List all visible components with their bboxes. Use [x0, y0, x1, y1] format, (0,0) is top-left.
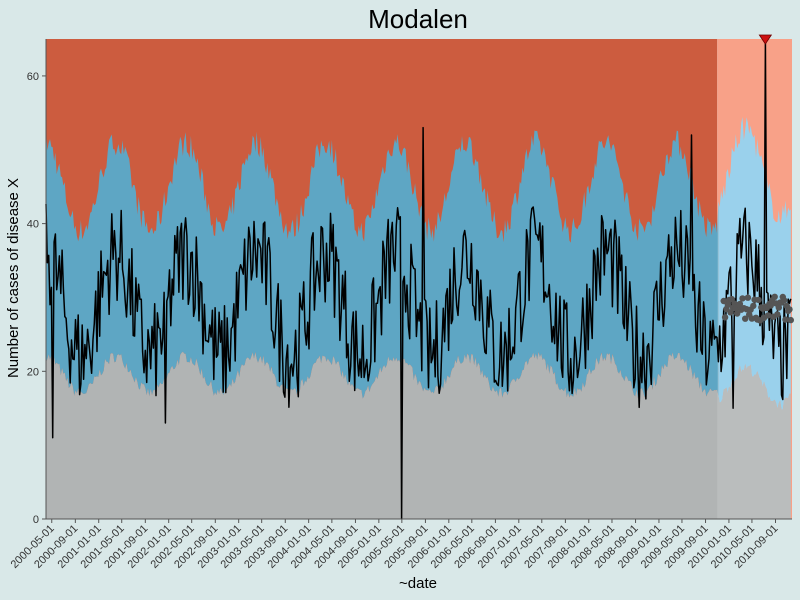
- forecast-point: [734, 310, 741, 317]
- y-tick-label: 0: [33, 514, 39, 526]
- x-axis-title: ~date: [399, 575, 437, 592]
- forecast-point: [775, 304, 782, 311]
- forecast-point: [736, 300, 744, 308]
- forecast-point: [724, 301, 731, 308]
- lower-region: [46, 351, 791, 519]
- forecast-point: [764, 312, 772, 319]
- forecast-point: [786, 306, 793, 313]
- forecast-point: [721, 314, 729, 321]
- forecast-point: [774, 311, 781, 318]
- observed-line: [45, 38, 792, 520]
- forecast-point: [782, 316, 789, 323]
- forecast-point: [767, 302, 774, 309]
- y-axis-title: Number of cases of disease X: [5, 178, 22, 378]
- alert-marker: [758, 34, 773, 45]
- forecast-point: [744, 294, 752, 301]
- y-tick-label: 60: [27, 71, 39, 83]
- forecast-point: [771, 293, 778, 300]
- forecast-point: [742, 315, 749, 322]
- forecast-point: [720, 297, 727, 305]
- y-tick-label: 40: [27, 219, 39, 231]
- y-tick-label: 20: [27, 366, 39, 378]
- chart-title: Modalen: [368, 4, 468, 34]
- axes: 02040602000-05-012000-09-012001-01-01200…: [9, 39, 792, 571]
- forecast-point: [739, 295, 746, 302]
- forecast-point: [755, 296, 762, 304]
- forecast-point: [780, 297, 788, 304]
- forecast-point: [750, 302, 757, 310]
- forecast-point: [787, 316, 794, 324]
- plot-area: [45, 34, 794, 520]
